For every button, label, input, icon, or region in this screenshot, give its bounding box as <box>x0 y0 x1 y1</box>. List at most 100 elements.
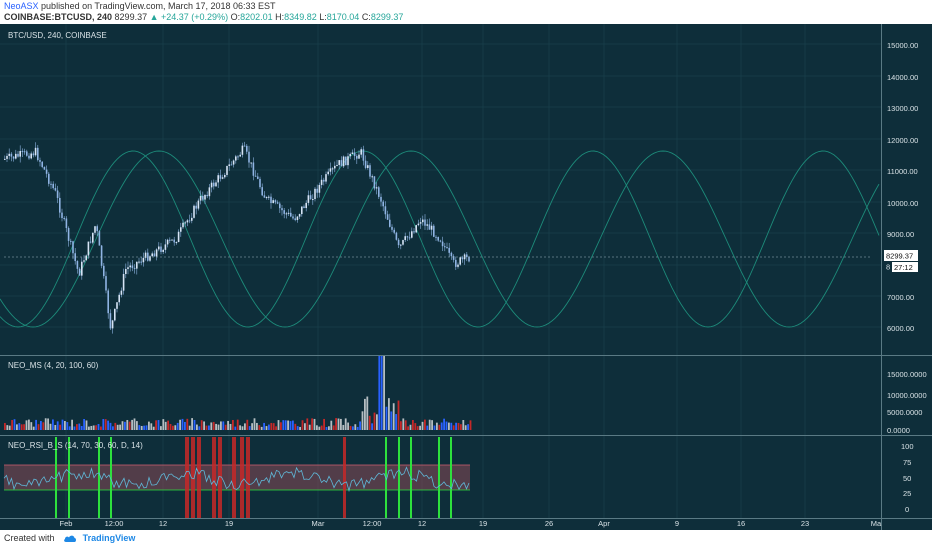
tradingview-brand[interactable]: TradingView <box>82 533 136 543</box>
volume-bar <box>356 426 359 430</box>
volume-bar <box>385 406 388 430</box>
price-tick: 7000.00 <box>887 293 914 302</box>
price-tick: 10000.00 <box>887 199 918 208</box>
candle-body <box>241 145 244 155</box>
buy-signal-bar <box>98 437 100 518</box>
volume-bar <box>23 424 25 430</box>
candle-body <box>292 216 294 219</box>
candle-body <box>281 208 283 211</box>
volume-pane-label[interactable]: NEO_MS (4, 20, 100, 60) <box>8 361 99 370</box>
candle-body <box>250 162 252 164</box>
volume-bar <box>83 418 85 430</box>
candle-body <box>184 222 186 224</box>
volume-bar <box>4 422 6 430</box>
candle-body <box>353 152 356 157</box>
volume-bar <box>366 396 369 430</box>
volume-bar <box>11 420 13 430</box>
rsi-tick: 0 <box>905 505 909 514</box>
candle-body <box>221 177 224 179</box>
candle-body <box>268 196 270 198</box>
candle-body <box>107 290 109 314</box>
candle-body <box>232 160 235 165</box>
candle-body <box>408 237 411 239</box>
rsi-pane-label[interactable]: NEO_RSI_B_S (14, 70, 30, 60, D, 14) <box>8 441 143 450</box>
volume-bar <box>176 422 179 430</box>
candle-body <box>331 168 334 170</box>
volume-bar <box>294 423 297 430</box>
author-link[interactable]: NeoASX <box>4 1 39 11</box>
chart-area[interactable]: BTC/USD, 240, COINBASE NEO_MS (4, 20, 10… <box>0 24 932 530</box>
candle-body <box>180 227 182 232</box>
time-label: 12:00 <box>105 519 124 528</box>
candle-body <box>303 206 305 209</box>
candle-body <box>30 153 32 159</box>
volume-bar <box>404 420 407 430</box>
volume-bar <box>260 426 263 430</box>
time-label: 12 <box>159 519 167 528</box>
candle-body <box>367 165 369 168</box>
volume-bar <box>416 426 419 430</box>
price-tick: 15000.00 <box>887 41 918 50</box>
candle-body <box>439 240 442 242</box>
candle-body <box>153 253 156 257</box>
volume-bar <box>56 421 59 430</box>
volume-bar <box>47 418 49 430</box>
volume-bar <box>8 425 11 430</box>
volume-bar <box>313 418 316 430</box>
volume-bar <box>392 403 395 430</box>
candle-body <box>378 187 380 197</box>
volume-bar <box>426 425 429 430</box>
volume-bar <box>61 419 64 430</box>
countdown-badge: 27:12 <box>892 262 918 272</box>
price-axis[interactable]: 15000.00 14000.00 13000.00 12000.00 1100… <box>887 41 918 333</box>
candle-body <box>52 183 54 189</box>
time-axis[interactable]: Feb 12:00 12 19 Mar 12:00 12 19 26 Apr 9… <box>60 519 883 528</box>
rsi-line <box>3 466 470 493</box>
volume-bar <box>59 424 61 430</box>
volume-bar <box>196 424 198 430</box>
volume-bar <box>289 421 292 430</box>
candle-body <box>263 195 266 198</box>
main-pane-label[interactable]: BTC/USD, 240, COINBASE <box>8 31 107 40</box>
candle-body <box>32 153 35 156</box>
volume-bar <box>368 415 371 430</box>
candle-body <box>433 225 435 237</box>
volume-bar <box>311 418 313 430</box>
volume-bar <box>424 419 426 430</box>
volume-bar <box>121 421 124 430</box>
candle-body <box>59 197 61 213</box>
volume-axis[interactable]: 15000.0000 10000.0000 5000.0000 0.0000 <box>887 370 927 435</box>
candle-body <box>428 224 431 230</box>
volume-bar <box>119 424 121 430</box>
candle-body <box>294 218 296 220</box>
candle-body <box>125 268 127 275</box>
volume-bars <box>4 356 472 430</box>
chart-canvas[interactable]: BTC/USD, 240, COINBASE NEO_MS (4, 20, 10… <box>0 24 932 530</box>
volume-bar <box>232 420 234 430</box>
candle-body <box>347 156 349 166</box>
rsi-axis[interactable]: 100 75 50 25 0 <box>901 442 914 514</box>
volume-bar <box>13 419 16 430</box>
rsi-tick: 50 <box>903 474 911 483</box>
candle-body <box>131 265 134 268</box>
candle-body <box>235 156 237 161</box>
candle-body <box>151 253 153 257</box>
candle-body <box>105 276 107 291</box>
candle-body <box>173 239 175 243</box>
volume-bar <box>335 418 337 430</box>
volume-bar <box>6 425 9 430</box>
candle-body <box>74 253 76 262</box>
candle-body <box>43 166 46 170</box>
volume-bar <box>443 418 445 430</box>
volume-bar <box>212 421 215 430</box>
volume-bar <box>268 424 270 430</box>
rsi-band <box>4 465 470 490</box>
volume-bar <box>378 356 381 430</box>
candle-body <box>400 244 402 246</box>
volume-bar <box>35 419 37 430</box>
candle-body <box>448 247 450 253</box>
candle-body <box>413 231 415 233</box>
candle-body <box>78 268 81 276</box>
volume-bar <box>414 423 417 430</box>
volume-bar <box>448 422 450 430</box>
